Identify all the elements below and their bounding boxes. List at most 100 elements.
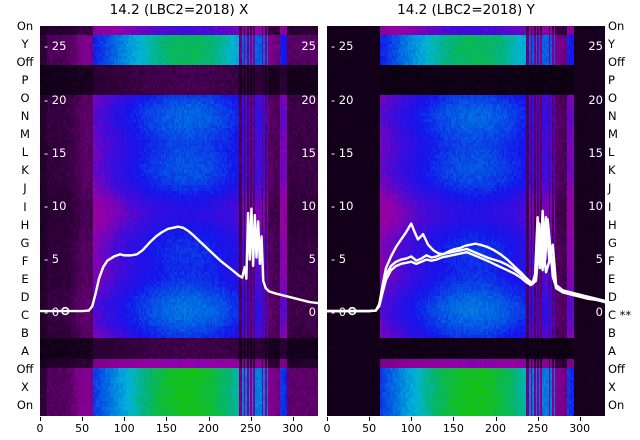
inner-tick-right-10: 10 <box>588 199 603 213</box>
dipole-label-Y-1: Y <box>608 37 615 51</box>
x-tick-label-150: 150 <box>443 422 464 435</box>
x-tick-mark-300 <box>293 417 294 421</box>
panel-title-right: 14.2 (LBC2=2018) Y <box>327 2 605 18</box>
dipole-label-K-8: K <box>10 163 40 177</box>
inner-tick-5: - 5 <box>331 252 346 266</box>
inner-tick-right-0: 0 <box>596 305 603 319</box>
heatmap-panel-right[interactable]: - 25- 20- 15- 10- 5- 0 25 20 15 10 5 0 <box>327 26 605 416</box>
x-tick-label-300: 300 <box>282 422 303 435</box>
x-tick-label-200: 200 <box>485 422 506 435</box>
dipole-label-I-10: I <box>608 200 611 214</box>
inner-tick-0: - 0 <box>331 305 346 319</box>
x-tick-mark-300 <box>580 417 581 421</box>
dipole-label-Off-2: Off <box>10 55 40 69</box>
x-tick-label-0: 0 <box>37 422 44 435</box>
dipole-label-Off-19: Off <box>608 362 625 376</box>
dipole-label-N-5: N <box>10 109 40 123</box>
dipole-label-On-21: On <box>608 398 624 412</box>
x-tick-label-200: 200 <box>198 422 219 435</box>
inner-tick-right-20: 20 <box>588 93 603 107</box>
inner-tick-20: - 20 <box>44 93 66 107</box>
dipole-label-Y-1: Y <box>10 37 40 51</box>
inner-tick-15: - 15 <box>44 146 66 160</box>
dipole-label-B-17: B <box>10 326 40 340</box>
inner-tick-right-5: 5 <box>309 252 316 266</box>
heatmap-panel-left[interactable]: - 25 - 20 - 15 - 10 - 5 - 0 25 20 15 10 5 0 <box>40 26 318 416</box>
dipole-label-X-20: X <box>608 380 616 394</box>
inner-tick-5: - 5 <box>44 252 59 266</box>
x-tick-mark-150 <box>453 417 454 421</box>
dipole-label-B-17: B <box>608 326 616 340</box>
dipole-label-On-0: On <box>10 19 40 33</box>
dipole-label-M-6: M <box>608 127 618 141</box>
x-tick-label-300: 300 <box>569 422 590 435</box>
inner-tick-20: - 20 <box>331 93 353 107</box>
x-tick-label-250: 250 <box>240 422 261 435</box>
dipole-label-F-13: F <box>608 254 615 268</box>
x-tick-mark-50 <box>369 417 370 421</box>
dipole-label-G-12: G <box>10 236 40 250</box>
dipole-label-E-14: E <box>10 272 40 286</box>
dipole-label-J-9: J <box>608 181 611 195</box>
inner-tick-right-15: 15 <box>301 146 316 160</box>
dipole-label-C-16: C <box>10 308 40 322</box>
dipole-label-On-21: On <box>10 398 40 412</box>
dipole-label-H-11: H <box>608 218 617 232</box>
inner-tick-15: - 15 <box>331 146 353 160</box>
x-tick-mark-200 <box>496 417 497 421</box>
x-tick-mark-100 <box>411 417 412 421</box>
x-tick-mark-200 <box>209 417 210 421</box>
x-tick-label-150: 150 <box>156 422 177 435</box>
x-tick-mark-50 <box>82 417 83 421</box>
inner-tick-0: - 0 <box>44 305 59 319</box>
dipole-label-D-15: D <box>608 290 617 304</box>
dipole-label-C-16: C ** <box>608 308 631 322</box>
dipole-label-K-8: K <box>608 163 616 177</box>
x-tick-mark-100 <box>124 417 125 421</box>
panel-title-left: 14.2 (LBC2=2018) X <box>40 2 318 18</box>
dipole-label-X-20: X <box>10 380 40 394</box>
x-tick-mark-250 <box>251 417 252 421</box>
dipole-label-O-4: O <box>608 91 617 105</box>
inner-tick-right-10: 10 <box>301 199 316 213</box>
dipole-label-N-5: N <box>608 109 617 123</box>
inner-tick-right-25: 25 <box>301 39 316 53</box>
dipole-label-On-0: On <box>608 19 624 33</box>
inner-tick-right-15: 15 <box>588 146 603 160</box>
inner-tick-right-5: 5 <box>596 252 603 266</box>
inner-tick-right-25: 25 <box>588 39 603 53</box>
x-tick-label-0: 0 <box>324 422 331 435</box>
dipole-label-F-13: F <box>10 254 40 268</box>
inner-tick-right-20: 20 <box>301 93 316 107</box>
dipole-label-P-3: P <box>10 73 40 87</box>
dipole-label-L-7: L <box>608 145 614 159</box>
x-tick-label-250: 250 <box>527 422 548 435</box>
dipole-label-L-7: L <box>10 145 40 159</box>
dipole-label-A-18: A <box>10 344 40 358</box>
x-tick-mark-250 <box>538 417 539 421</box>
dipole-label-M-6: M <box>10 127 40 141</box>
x-tick-label-50: 50 <box>362 422 376 435</box>
dipole-label-Off-19: Off <box>10 362 40 376</box>
inner-tick-10: - 10 <box>331 199 353 213</box>
dipole-label-G-12: G <box>608 236 617 250</box>
x-tick-mark-0 <box>327 417 328 421</box>
dipole-label-H-11: H <box>10 218 40 232</box>
dipole-label-E-14: E <box>608 272 615 286</box>
x-tick-label-100: 100 <box>401 422 422 435</box>
dipole-label-I-10: I <box>10 200 40 214</box>
inner-tick-10: - 10 <box>44 199 66 213</box>
x-tick-label-50: 50 <box>75 422 89 435</box>
spectral-traces-right <box>327 26 605 416</box>
dipole-label-D-15: D <box>10 290 40 304</box>
x-tick-mark-0 <box>40 417 41 421</box>
x-tick-label-100: 100 <box>114 422 135 435</box>
dipole-label-O-4: O <box>10 91 40 105</box>
inner-tick-right-0: 0 <box>309 305 316 319</box>
inner-tick-25: - 25 <box>44 39 66 53</box>
dipole-label-A-18: A <box>608 344 616 358</box>
dipole-label-P-3: P <box>608 73 615 87</box>
x-tick-mark-150 <box>166 417 167 421</box>
dipole-label-J-9: J <box>10 181 40 195</box>
